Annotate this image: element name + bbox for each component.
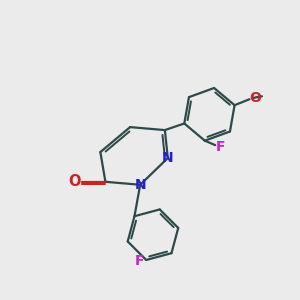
Text: O: O <box>249 91 261 105</box>
Text: N: N <box>134 178 146 192</box>
Text: F: F <box>216 140 225 154</box>
Text: F: F <box>135 254 144 268</box>
Text: N: N <box>162 151 174 165</box>
Text: O: O <box>68 174 80 189</box>
